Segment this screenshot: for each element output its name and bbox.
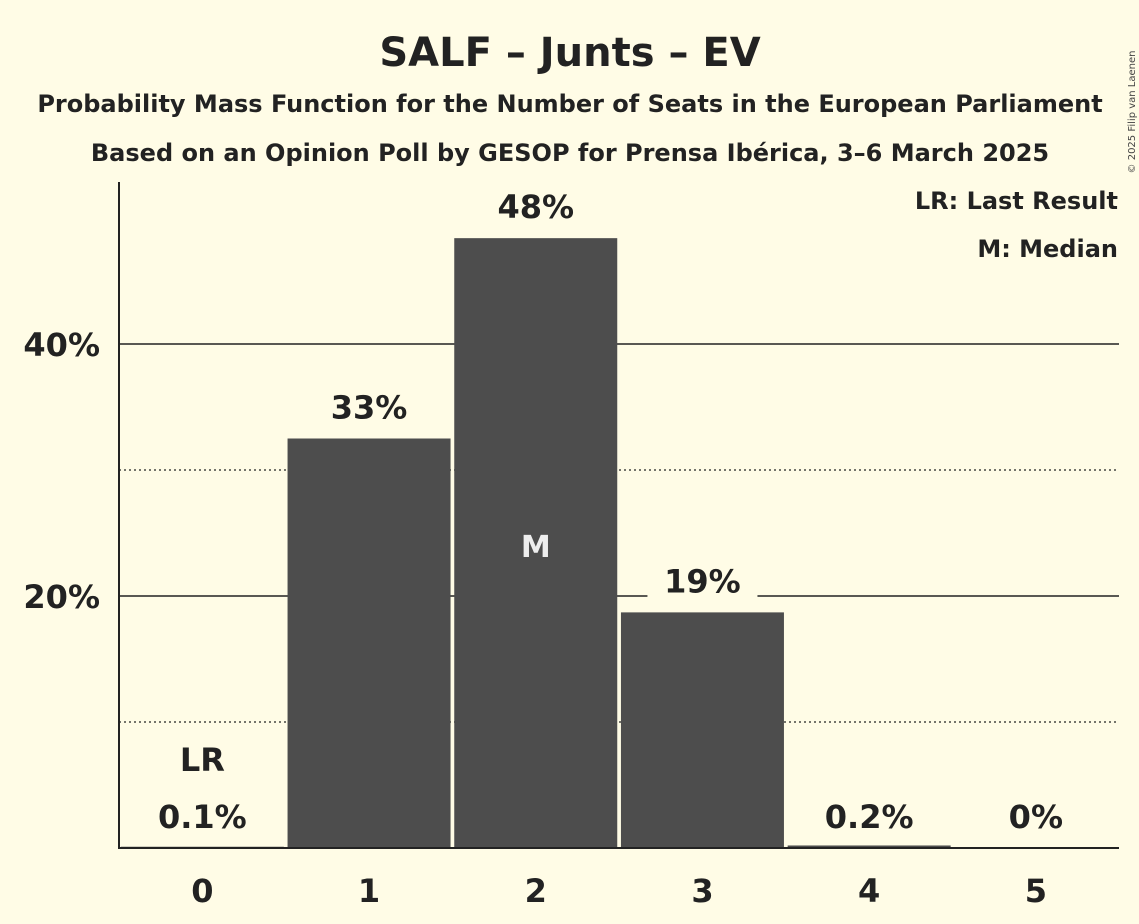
x-tick-label: 2	[525, 872, 547, 910]
bar	[454, 238, 618, 848]
bar	[287, 438, 451, 848]
x-tick-label: 4	[858, 872, 880, 910]
bar-value-label: 33%	[331, 389, 408, 427]
bar-label-backdrop	[647, 554, 758, 605]
bar-label-backdrop	[314, 380, 425, 431]
x-tick-label: 5	[1025, 872, 1047, 910]
bar-label-backdrop	[480, 180, 591, 231]
bar-value-label: 19%	[664, 562, 741, 600]
bar-value-labels: 0.1% LR 33% 48% M 19% 0.2% 0%	[158, 180, 1063, 836]
last-result-marker: LR	[180, 741, 225, 779]
y-tick-label: 40%	[23, 326, 100, 364]
x-tick-label: 3	[691, 872, 713, 910]
x-tick-label: 1	[358, 872, 380, 910]
x-axis-tick-labels: 0 1 2 3 4 5	[191, 872, 1047, 910]
legend-median: M: Median	[977, 235, 1118, 263]
legend-last-result: LR: Last Result	[915, 187, 1118, 215]
bar-value-label: 0.2%	[825, 798, 914, 836]
chart-source: Based on an Opinion Poll by GESOP for Pr…	[91, 139, 1049, 167]
chart-title: SALF – Junts – EV	[379, 30, 760, 76]
x-tick-label: 0	[191, 872, 213, 910]
bar	[787, 845, 951, 848]
bar-value-label: 0%	[1009, 798, 1063, 836]
copyright-notice: © 2025 Filip van Laenen	[1127, 51, 1138, 174]
chart-subtitle: Probability Mass Function for the Number…	[37, 90, 1102, 118]
bars	[120, 238, 951, 848]
y-tick-label: 20%	[23, 578, 100, 616]
bar-value-label: 48%	[497, 188, 574, 226]
median-marker: M	[521, 530, 551, 565]
y-axis-tick-labels: 20% 40%	[23, 326, 100, 616]
gridlines	[119, 343, 1119, 723]
bar	[620, 612, 784, 848]
bar-value-label: 0.1%	[158, 798, 247, 836]
